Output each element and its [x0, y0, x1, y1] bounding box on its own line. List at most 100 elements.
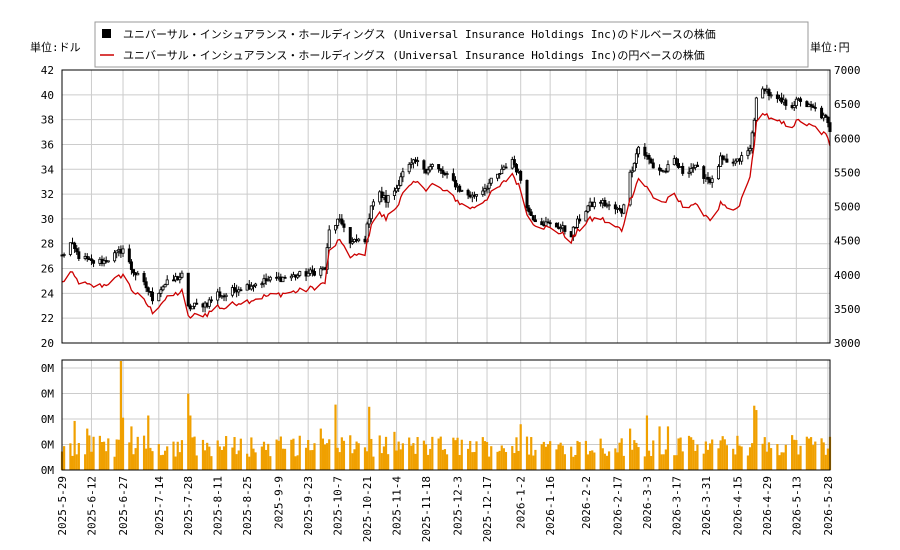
x-tick-label: 2025-11-4 — [391, 476, 404, 536]
volume-bar — [540, 444, 543, 470]
volume-bar — [599, 438, 602, 470]
volume-bars — [60, 361, 832, 470]
candle-body — [632, 162, 636, 172]
volume-bar — [128, 442, 131, 470]
x-tick-label: 2025-11-18 — [420, 476, 433, 542]
volume-bar — [218, 446, 221, 470]
volume-bar — [414, 453, 417, 470]
volume-bar — [469, 440, 472, 470]
volume-bar — [692, 439, 695, 470]
volume-bar — [77, 443, 80, 470]
candle-body — [430, 164, 434, 167]
volume-bar — [563, 454, 566, 470]
volume-bar — [195, 455, 198, 470]
volume-bar — [393, 431, 396, 470]
volume-bar — [643, 456, 646, 470]
candle-body — [422, 160, 426, 170]
candle-body — [172, 279, 176, 282]
candle-body — [283, 276, 287, 279]
volume-plot-frame — [61, 359, 831, 471]
volume-bar — [178, 452, 181, 470]
candle-body — [397, 184, 401, 189]
volume-bar — [574, 454, 577, 470]
volume-bar — [225, 436, 228, 470]
volume-bar — [248, 456, 251, 470]
candle-body — [514, 164, 518, 173]
volume-bar — [708, 443, 712, 470]
price-plot-frame — [61, 69, 831, 344]
candle-body — [533, 219, 537, 223]
volume-bar — [490, 446, 493, 470]
volume-bar — [208, 446, 211, 470]
volume-bar — [71, 455, 74, 470]
volume-bar — [63, 446, 66, 470]
y-left-tick-label: 42 — [41, 64, 54, 77]
volume-bar — [281, 448, 285, 470]
x-tick-label: 2025-12-3 — [452, 476, 465, 536]
volume-bar — [145, 448, 148, 470]
candle-body — [190, 305, 194, 310]
y-left-tick-label: 38 — [41, 114, 54, 127]
candle-body — [230, 287, 234, 296]
candle-body — [618, 207, 622, 210]
volume-bar — [254, 452, 257, 470]
volume-bar — [601, 448, 604, 470]
volume-bar — [231, 447, 234, 470]
candle-body — [281, 276, 285, 283]
y-axis-left-ticks: 20 22 24 26 28 30 32 34 36 38 40 42 — [41, 64, 55, 350]
candle-body — [296, 274, 300, 278]
candle-body — [207, 299, 211, 307]
volume-bar — [677, 438, 680, 470]
volume-bar — [755, 410, 758, 470]
volume-bar — [761, 443, 764, 470]
volume-bar — [292, 438, 295, 470]
volume-bar — [132, 454, 135, 470]
candle-body — [268, 276, 272, 281]
volume-bar — [380, 453, 383, 470]
volume-bar — [290, 439, 293, 470]
y-axis-right-ticks: 3000 3500 4000 4500 5000 5500 6000 6500 7000 — [834, 64, 861, 350]
y-right-tick-label: 3000 — [834, 337, 861, 350]
volume-bar — [161, 454, 165, 470]
candle-body — [129, 261, 133, 270]
candle-body — [146, 287, 150, 292]
volume-bar — [378, 435, 381, 470]
volume-bar — [424, 444, 428, 470]
candle-body — [483, 188, 487, 192]
candle-body — [428, 166, 432, 171]
candle-body — [725, 158, 729, 163]
volume-bar — [443, 449, 447, 470]
x-tick-label: 2025-8-11 — [212, 476, 225, 536]
candle-body — [719, 155, 723, 167]
candle-body — [437, 164, 441, 170]
volume-bar — [105, 451, 108, 470]
candle-body — [336, 218, 340, 226]
candle-body — [350, 241, 354, 244]
candle-body — [144, 281, 148, 289]
volume-bar — [652, 440, 655, 470]
volume-bar — [309, 450, 312, 470]
volume-bar — [429, 448, 432, 470]
candle-body — [416, 160, 420, 163]
volume-bar — [690, 437, 693, 470]
candle-body — [289, 275, 293, 279]
volume-bar — [725, 445, 728, 470]
volume-bar — [475, 441, 478, 470]
candle-body — [761, 88, 765, 99]
volume-bar — [365, 451, 369, 470]
candle-body — [262, 278, 266, 285]
volume-bar — [622, 455, 625, 470]
y-right-tick-label: 6000 — [834, 132, 861, 145]
volume-bar — [544, 446, 548, 470]
volume-bar — [191, 437, 194, 470]
volume-bar — [408, 437, 411, 470]
volume-bar — [279, 436, 282, 470]
volume-bar — [206, 442, 209, 470]
candle-body — [85, 255, 89, 260]
volume-tick-label: 0M — [41, 464, 55, 477]
volume-bar — [589, 450, 592, 470]
legend-marker-usd — [102, 29, 111, 38]
candle-body — [540, 221, 544, 226]
candle-body — [820, 107, 824, 119]
